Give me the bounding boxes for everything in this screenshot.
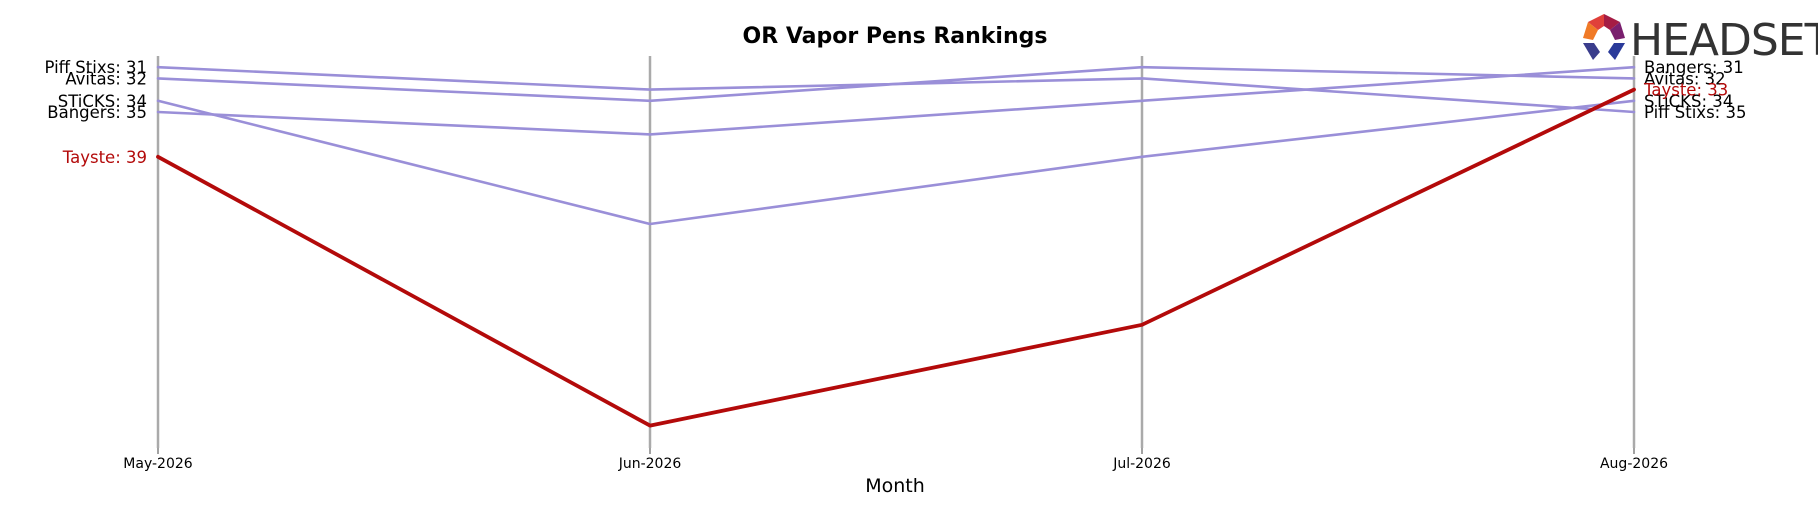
x-axis-title: Month	[865, 475, 925, 497]
headset-logo-icon	[1583, 14, 1625, 60]
series-line	[156, 87, 1636, 428]
end-label: Piff Stixs: 35	[1644, 103, 1746, 122]
x-tick-label: May-2026	[123, 456, 192, 472]
headset-logo-text: HEADSET	[1630, 15, 1818, 66]
start-label: Bangers: 35	[47, 103, 147, 122]
x-tick-label: Aug-2026	[1600, 456, 1668, 472]
series-labels: Piff Stixs: 31 Piff Stixs: 35 Avitas: 32 Av…	[45, 58, 1747, 167]
x-axis-ticks: May-2026 Jun-2026 Jul-2026 Aug-2026	[123, 456, 1668, 472]
start-label: Piff Stixs: 31	[45, 58, 147, 77]
start-label: Avitas: 32	[65, 69, 147, 88]
end-label: STiCKS: 34	[1644, 92, 1733, 111]
x-tick-label: Jun-2026	[618, 456, 682, 472]
end-label: Bangers: 31	[1644, 58, 1744, 77]
x-tick-label: Jul-2026	[1112, 456, 1171, 472]
end-label: Tayste: 33	[1643, 81, 1728, 100]
start-label: STiCKS: 34	[58, 92, 147, 111]
series-line	[156, 65, 1636, 103]
series-line	[156, 65, 1636, 136]
end-label: Avitas: 32	[1644, 69, 1726, 88]
series-lines	[156, 65, 1636, 428]
chart-title: OR Vapor Pens Rankings	[743, 24, 1048, 49]
start-label: Tayste: 39	[62, 148, 147, 167]
series-line	[156, 99, 1636, 226]
gridlines	[156, 56, 1636, 454]
headset-logo: HEADSET	[1583, 14, 1818, 66]
